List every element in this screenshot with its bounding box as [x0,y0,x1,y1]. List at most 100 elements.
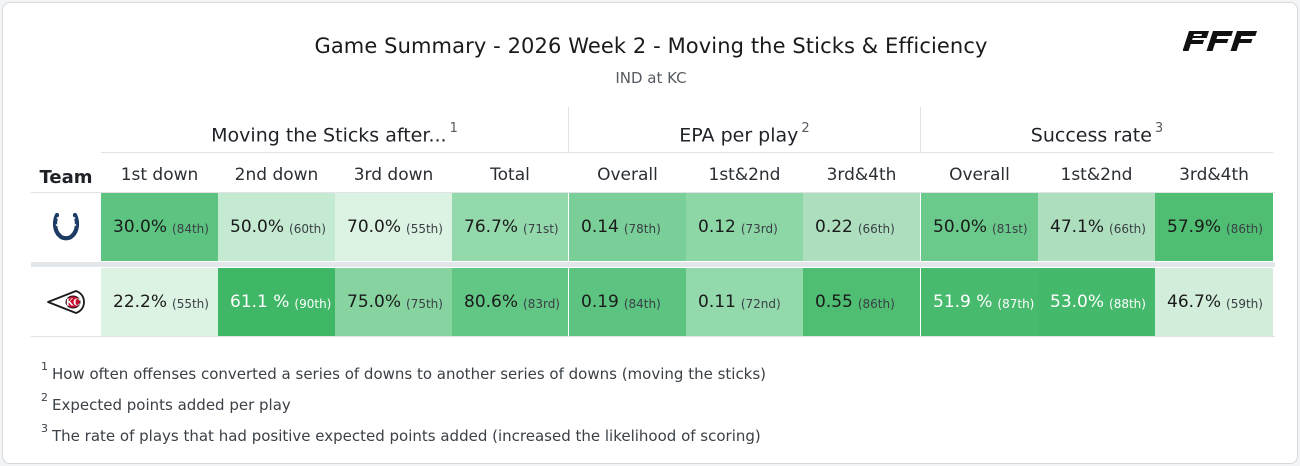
stat-cell: 0.11 (72nd) [686,268,803,336]
page-subtitle: IND at KC [615,69,687,87]
column-header: Overall [597,165,658,185]
svg-text:KC: KC [66,299,81,309]
table-row: KC 22.2% (55th) 61.1 % (90th) 75.0% (75th) … [31,268,1275,336]
team-column-header: Team [39,167,93,188]
stat-cell: 80.6% (83rd) [452,268,568,336]
stat-rank: (55th) [172,297,209,311]
stat-value: 0.14 [581,217,619,237]
stat-value: 75.0% [347,292,402,312]
footnote-text: How often offenses converted a series of… [52,365,767,383]
stat-rank: (78th) [623,222,661,236]
stat-value: 22.2% [113,292,168,312]
stat-value: 50.0% [230,217,285,237]
stat-rank: (90th) [294,297,332,311]
group-underline [101,152,568,153]
group-divider [568,107,569,153]
stat-value: 53.0% [1050,292,1105,312]
stat-cell: 0.12 (73rd) [686,193,803,261]
stat-cell: 22.2% (55th) [101,268,218,336]
stat-cell: 0.19 (84th) [569,268,686,336]
stat-cell: 76.7% (71st) [452,193,568,261]
stat-value: 51.9 % [933,292,993,312]
stat-cell: 75.0% (75th) [335,268,452,336]
footnote-number: 2 [41,391,48,404]
table-row: 30.0% (84th) 50.0% (60th) 70.0% (55th) 76.7… [31,193,1275,261]
group-header-moving-sticks: Moving the Sticks after... 1 [101,121,568,147]
footnote-3: 3 The rate of plays that had positive exp… [41,422,761,445]
stat-value: 47.1% [1050,217,1105,237]
column-header: 3rd&4th [826,165,897,185]
stat-value: 0.19 [581,292,619,312]
column-header: 3rd down [353,165,434,185]
chiefs-arrowhead-icon: KC [47,290,85,314]
stat-rank: (60th) [289,222,326,236]
group-label: Success rate [1030,124,1152,147]
footnote-2: 2 Expected points added per play [41,391,291,414]
column-header: Total [490,165,530,185]
footnote-ref: 1 [449,121,458,136]
stat-rank: (81st) [992,222,1028,236]
stat-cell: 50.0% (60th) [218,193,335,261]
stat-value: 80.6% [464,292,519,312]
stat-cell: 46.7% (59th) [1155,268,1273,336]
page-title: Game Summary - 2026 Week 2 - Moving the … [314,34,988,58]
column-header: 1st down [120,165,199,185]
footnote-ref: 3 [1154,121,1164,136]
stat-value: 0.55 [815,292,853,312]
footnote-text: The rate of plays that had positive expe… [52,427,761,445]
stat-cell: 0.22 (66th) [803,193,920,261]
group-underline [569,152,920,153]
stat-value: 0.12 [698,217,736,237]
stat-value: 0.22 [815,217,853,237]
stat-rank: (86th) [857,297,895,311]
stat-rank: (71st) [523,222,559,236]
stat-rank: (66th) [1109,222,1146,236]
table-bottom-line [31,336,1275,337]
stat-rank: (84th) [172,222,209,236]
stat-cell: 50.0% (81st) [921,193,1038,261]
row-separator [31,262,1275,267]
stat-rank: (73rd) [740,222,778,236]
stat-value: 50.0% [933,217,988,237]
stat-rank: (87th) [997,297,1035,311]
column-header: Overall [949,165,1010,185]
stat-rank: (84th) [623,297,661,311]
stat-rank: (83rd) [523,297,560,311]
footnote-1: 1 How often offenses converted a series o… [41,360,767,383]
stat-value: 0.11 [698,292,736,312]
colts-horseshoe-icon [53,212,79,241]
stat-rank: (66th) [857,222,895,236]
stat-cell: 53.0% (88th) [1038,268,1155,336]
stat-cell: 70.0% (55th) [335,193,452,261]
footnote-number: 3 [41,422,48,435]
footnote-ref: 2 [801,121,810,136]
group-header-success-rate: Success rate 3 [921,121,1273,147]
stat-cell: 0.55 (86th) [803,268,920,336]
stat-rank: (72nd) [740,297,781,311]
stat-value: 76.7% [464,217,519,237]
column-header: 2nd down [234,165,319,185]
stat-value: 46.7% [1167,292,1222,312]
stat-rank: (86th) [1226,222,1263,236]
stat-rank: (55th) [406,222,443,236]
team-logo-cell [31,193,101,261]
column-header: 3rd&4th [1179,165,1249,185]
team-logo-cell: KC [31,268,101,336]
stat-rank: (88th) [1109,297,1146,311]
footnote-text: Expected points added per play [52,396,291,414]
stat-cell: 47.1% (66th) [1038,193,1155,261]
stat-value: 57.9% [1167,217,1222,237]
stat-rank: (75th) [406,297,443,311]
group-header-epa: EPA per play 2 [569,121,920,147]
stat-cell: 30.0% (84th) [101,193,218,261]
pff-logo-icon [1183,31,1257,51]
group-divider [920,107,921,153]
group-label: EPA per play [679,124,799,147]
stat-value: 70.0% [347,217,402,237]
group-label: Moving the Sticks after... [211,124,447,147]
stat-value: 30.0% [113,217,168,237]
stat-cell: 57.9% (86th) [1155,193,1273,261]
stat-rank: (59th) [1226,297,1263,311]
stat-value: 61.1 % [230,292,290,312]
